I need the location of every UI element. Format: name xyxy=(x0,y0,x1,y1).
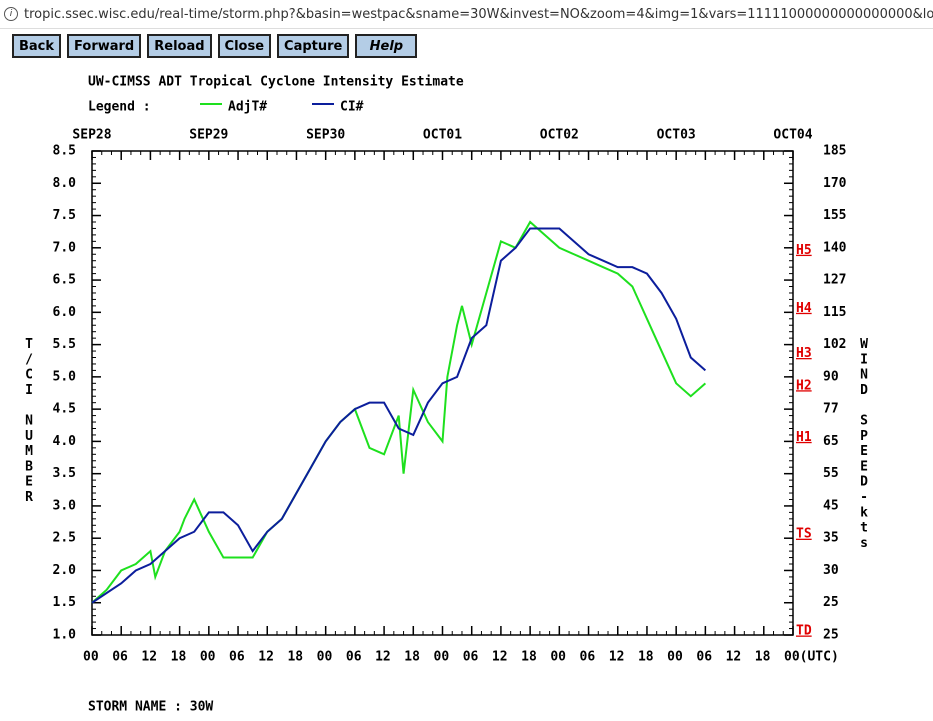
x-tick-label: 00 xyxy=(200,650,216,665)
x-tick-label: 18 xyxy=(638,650,654,665)
y-tick-label: 7.5 xyxy=(53,208,76,223)
x-tick-label: 18 xyxy=(521,650,537,665)
x-tick-label: 06 xyxy=(580,650,596,665)
y-tick-label: 7.0 xyxy=(53,240,77,255)
y2-tick-label: 25 xyxy=(823,628,839,643)
x-tick-label: 00 xyxy=(550,650,566,665)
x-tick-label: 12 xyxy=(726,650,742,665)
x-tick-label: 00 xyxy=(83,650,99,665)
x-tick-label: 06 xyxy=(229,650,245,665)
category-mark: H4 xyxy=(796,301,812,316)
toolbar: Back Forward Reload Close Capture Help xyxy=(12,34,418,58)
category-mark: H5 xyxy=(796,243,812,258)
x-tick-label: 12 xyxy=(141,650,157,665)
y-tick-label: 3.5 xyxy=(53,466,76,481)
series-line xyxy=(91,220,707,604)
x-tick-label: 18 xyxy=(171,650,187,665)
date-label: OCT04 xyxy=(773,128,812,143)
y2-tick-label: 115 xyxy=(823,305,846,320)
date-label: SEP28 xyxy=(72,128,111,143)
y-tick-label: 3.0 xyxy=(53,498,77,513)
y2-tick-label: 170 xyxy=(823,176,847,191)
y-tick-label: 2.0 xyxy=(53,563,77,578)
y2-tick-label: 102 xyxy=(823,337,846,352)
y2-tick-label: 77 xyxy=(823,402,839,417)
info-icon: i xyxy=(4,7,18,21)
x-tick-label: 18 xyxy=(755,650,771,665)
y2-tick-label: 55 xyxy=(823,466,839,481)
x-tick-label: 06 xyxy=(112,650,128,665)
toolbar-button[interactable]: Close xyxy=(217,34,272,58)
y-tick-label: 4.5 xyxy=(53,402,76,417)
toolbar-button[interactable]: Help xyxy=(355,34,418,58)
y2-tick-label: 45 xyxy=(823,498,839,513)
y-tick-label: 1.5 xyxy=(53,595,76,610)
date-label: SEP29 xyxy=(189,128,228,143)
y2-tick-label: 140 xyxy=(823,240,847,255)
category-mark: TD xyxy=(796,624,812,639)
toolbar-button[interactable]: Forward xyxy=(67,34,142,58)
address-bar[interactable]: i tropic.ssec.wisc.edu/real-time/storm.ph… xyxy=(0,0,933,29)
date-label: OCT02 xyxy=(540,128,579,143)
category-mark: H3 xyxy=(796,346,812,361)
date-label: SEP30 xyxy=(306,128,345,143)
storm-name: STORM NAME : 30W xyxy=(88,700,213,715)
x-tick-label: 06 xyxy=(463,650,479,665)
toolbar-button[interactable]: Reload xyxy=(147,34,212,58)
x-tick-label: 06 xyxy=(696,650,712,665)
series-line xyxy=(91,227,707,604)
x-tick-label: 12 xyxy=(375,650,391,665)
y-tick-label: 5.5 xyxy=(53,337,76,352)
x-tick-label: 06 xyxy=(346,650,362,665)
y-tick-label: 6.0 xyxy=(53,305,77,320)
y-tick-label: 1.0 xyxy=(53,628,77,643)
url: tropic.ssec.wisc.edu/real-time/storm.php… xyxy=(24,6,933,22)
x-tick-label: 00 xyxy=(667,650,683,665)
y2-tick-label: 25 xyxy=(823,595,839,610)
y2-tick-label: 35 xyxy=(823,531,839,546)
category-mark: H2 xyxy=(796,378,812,393)
toolbar-button[interactable]: Back xyxy=(12,34,62,58)
x-tick-label: 00 xyxy=(434,650,450,665)
y-tick-label: 5.0 xyxy=(53,369,77,384)
y-tick-label: 8.0 xyxy=(53,176,77,191)
legend-entry: AdjT# xyxy=(228,100,267,115)
chart-title: UW-CIMSS ADT Tropical Cyclone Intensity … xyxy=(88,75,464,90)
x-tick-label: 12 xyxy=(492,650,508,665)
y2-tick-label: 30 xyxy=(823,563,839,578)
y2-tick-label: 127 xyxy=(823,273,846,288)
y2-tick-label: 65 xyxy=(823,434,839,449)
x-tick-label: 00 xyxy=(317,650,333,665)
legend-label: Legend : xyxy=(88,100,151,115)
y-tick-label: 2.5 xyxy=(53,531,76,546)
x-tick-label: 12 xyxy=(258,650,274,665)
y2-tick-label: 185 xyxy=(823,144,846,159)
y2-tick-label: 90 xyxy=(823,369,839,384)
category-mark: H1 xyxy=(796,430,812,445)
x-tick-label: 12 xyxy=(609,650,625,665)
x-tick-label: 18 xyxy=(287,650,303,665)
toolbar-button[interactable]: Capture xyxy=(277,34,350,58)
category-mark: TS xyxy=(796,527,812,542)
y-tick-label: 6.5 xyxy=(53,273,76,288)
y-tick-label: 4.0 xyxy=(53,434,77,449)
date-label: OCT03 xyxy=(657,128,696,143)
legend-entry: CI# xyxy=(340,100,364,115)
x-tick-label: 00(UTC) xyxy=(784,650,839,665)
y-tick-label: 8.5 xyxy=(53,144,76,159)
y2-tick-label: 155 xyxy=(823,208,846,223)
x-tick-label: 18 xyxy=(404,650,420,665)
date-label: OCT01 xyxy=(423,128,462,143)
